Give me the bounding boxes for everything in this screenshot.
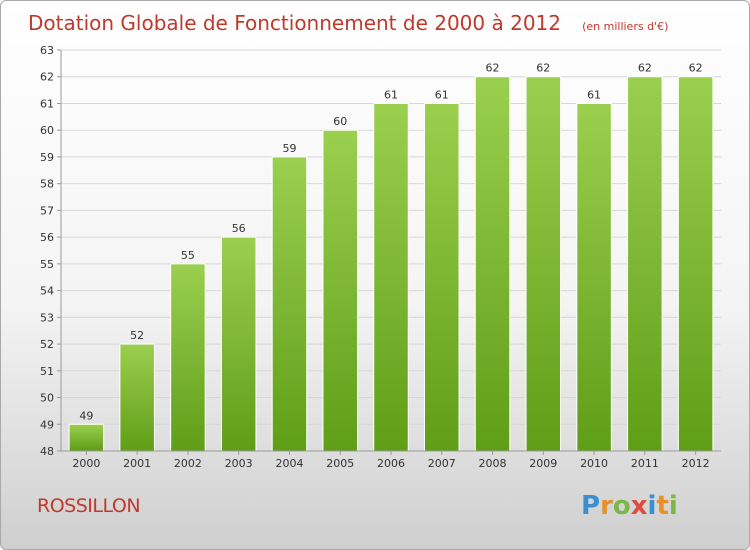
- logo-letter: o: [612, 491, 631, 521]
- bar-2005: [322, 129, 358, 452]
- y-tick-label-55: 55: [40, 258, 54, 271]
- y-tick-label-52: 52: [40, 338, 54, 351]
- chart-title: Dotation Globale de Fonctionnement de 20…: [28, 11, 668, 35]
- y-tick-label-50: 50: [40, 392, 54, 405]
- chart-title-unit: (en milliers d'€): [582, 20, 668, 33]
- bar-layer: [68, 76, 714, 452]
- y-tick-label-49: 49: [40, 418, 54, 431]
- data-label-2000: 49: [79, 409, 93, 422]
- data-label-2001: 52: [130, 329, 144, 342]
- data-label-2007: 61: [435, 88, 449, 101]
- proxiti-logo[interactable]: Proxiti: [581, 491, 678, 521]
- data-label-2012: 62: [689, 62, 703, 75]
- bar-2011: [627, 76, 663, 452]
- data-label-2006: 61: [384, 88, 398, 101]
- data-label-2005: 60: [333, 115, 347, 128]
- x-tick-label-2003: 2003: [225, 457, 253, 470]
- x-tick-label-2001: 2001: [123, 457, 151, 470]
- data-label-2009: 62: [536, 62, 550, 75]
- bar-2004: [271, 156, 308, 452]
- y-tick-label-62: 62: [40, 71, 54, 84]
- bar-2009: [525, 76, 562, 452]
- x-tick-label-2010: 2010: [580, 457, 608, 470]
- data-label-2008: 62: [486, 62, 500, 75]
- x-tick-label-2009: 2009: [529, 457, 557, 470]
- y-tick-label-53: 53: [40, 311, 54, 324]
- y-tick-label-51: 51: [40, 365, 54, 378]
- x-tick-label-2004: 2004: [275, 457, 303, 470]
- x-tick-label-2008: 2008: [479, 457, 507, 470]
- bar-2000: [68, 423, 105, 452]
- y-tick-label-61: 61: [40, 97, 54, 110]
- bar-2008: [474, 76, 511, 452]
- x-tick-label-2005: 2005: [326, 457, 354, 470]
- y-tick-label-59: 59: [40, 151, 54, 164]
- y-tick-label-57: 57: [40, 204, 54, 217]
- x-tick-label-2006: 2006: [377, 457, 405, 470]
- bar-2010: [576, 102, 612, 452]
- logo-letter: i: [668, 491, 678, 521]
- y-tick-label-48: 48: [40, 445, 54, 458]
- data-label-2010: 61: [587, 88, 601, 101]
- y-tick-label-60: 60: [40, 124, 54, 137]
- bar-2012: [677, 76, 714, 452]
- x-tick-label-2011: 2011: [631, 457, 659, 470]
- x-tick-label-2012: 2012: [682, 457, 710, 470]
- bar-2003: [220, 236, 257, 452]
- data-label-layer: 49 52 55 56 59 60 61 61 62 62 61 62 62: [79, 62, 702, 423]
- chart-title-main: Dotation Globale de Fonctionnement de 20…: [28, 11, 561, 35]
- bar-2001: [119, 343, 155, 452]
- bar-2002: [170, 263, 206, 452]
- logo-letter: r: [600, 491, 613, 521]
- y-tick-label-56: 56: [40, 231, 54, 244]
- bar-2007: [424, 102, 460, 452]
- x-tick-label-2000: 2000: [72, 457, 100, 470]
- y-tick-label-63: 63: [40, 44, 54, 57]
- data-label-2003: 56: [232, 222, 246, 235]
- logo-letter: t: [656, 491, 669, 521]
- y-tick-label-58: 58: [40, 178, 54, 191]
- data-label-2004: 59: [282, 142, 296, 155]
- y-tick-label-54: 54: [40, 285, 54, 298]
- commune-name: ROSSILLON: [37, 495, 141, 517]
- bar-2006: [373, 102, 409, 452]
- data-label-2011: 62: [638, 62, 652, 75]
- logo-letter: x: [630, 491, 648, 521]
- data-label-2002: 55: [181, 249, 195, 262]
- x-tick-label-2007: 2007: [428, 457, 456, 470]
- logo-letter: P: [581, 491, 601, 521]
- logo-letter: i: [647, 491, 657, 521]
- x-tick-label-2002: 2002: [174, 457, 202, 470]
- axis-layer: 48 49 50 51 52 53 54 55 56 57 58 59 60 61 62 63 2000 2001…: [40, 44, 721, 470]
